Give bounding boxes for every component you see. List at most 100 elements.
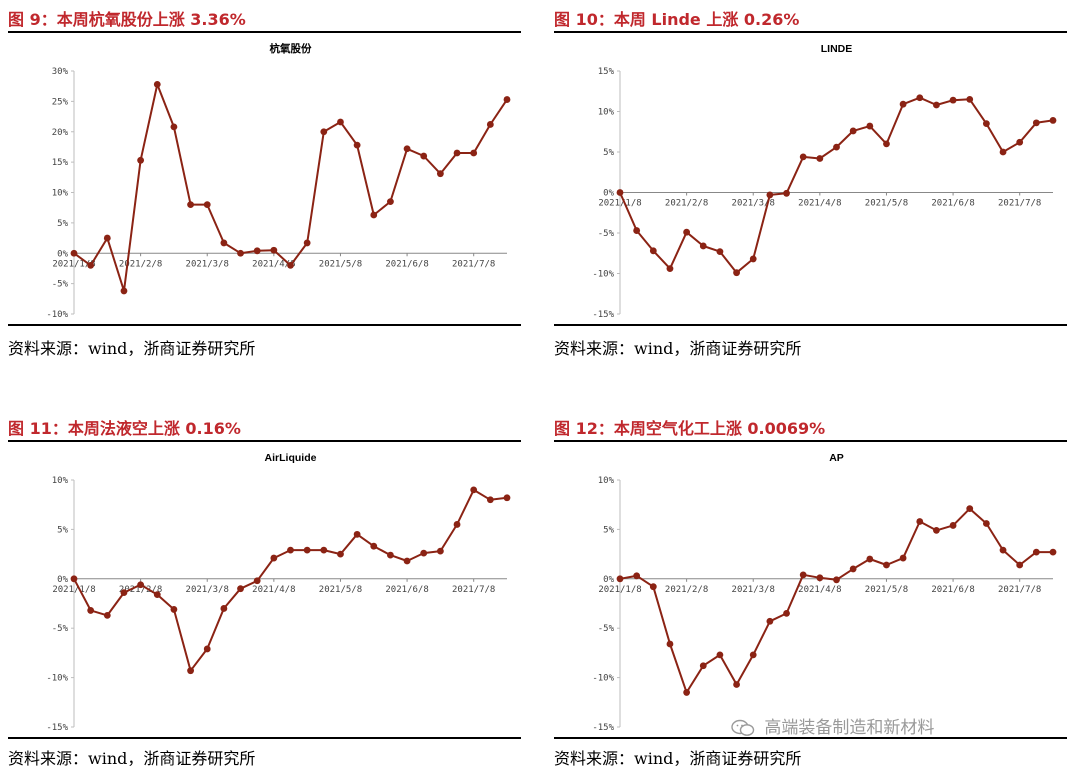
y-tick-label: 10% bbox=[52, 476, 69, 486]
figure-panel-12: 图 12：本周空气化工上涨 0.0069% AP -15% -10% -5% 0% 5% 1… bbox=[554, 415, 1067, 770]
top-rule bbox=[8, 31, 521, 33]
data-point bbox=[1032, 119, 1040, 127]
data-point bbox=[120, 287, 128, 295]
x-tick-label: 2021/1/8 bbox=[598, 199, 641, 209]
x-tick-label: 2021/6/8 bbox=[385, 259, 428, 269]
y-tick-label: 0% bbox=[603, 575, 614, 585]
data-point bbox=[153, 591, 161, 599]
source-note: 资料来源：wind，浙商证券研究所 bbox=[8, 749, 256, 768]
data-point bbox=[933, 526, 940, 534]
data-point bbox=[420, 549, 428, 557]
y-tick-label: 30% bbox=[52, 67, 69, 77]
data-point bbox=[683, 228, 691, 236]
data-point bbox=[666, 265, 674, 273]
y-tick-label: 20% bbox=[52, 128, 69, 138]
line-chart: 杭氧股份 -10% -5% 0% 5% 10% 15% 20% 25% 30% 2021/1/8 20… bbox=[46, 42, 511, 320]
data-point bbox=[453, 521, 461, 528]
data-point bbox=[699, 662, 707, 670]
data-point bbox=[733, 269, 740, 277]
data-point bbox=[253, 577, 261, 585]
x-tick-label: 2021/4/8 bbox=[252, 259, 295, 269]
x-tick-label: 2021/6/8 bbox=[931, 199, 974, 209]
y-tick-label: 0% bbox=[57, 249, 68, 259]
data-point bbox=[270, 246, 278, 254]
data-point bbox=[353, 530, 361, 538]
data-point bbox=[187, 667, 194, 675]
data-point bbox=[916, 94, 924, 102]
data-point bbox=[833, 143, 840, 151]
data-point bbox=[237, 585, 244, 593]
x-tick-label: 2021/7/8 bbox=[452, 585, 495, 595]
watermark: 高端装备制造和新材料 bbox=[731, 713, 934, 738]
data-point bbox=[849, 127, 857, 135]
data-point bbox=[616, 189, 624, 196]
y-tick-label: -10% bbox=[46, 674, 68, 684]
y-tick-label: 15% bbox=[598, 67, 615, 77]
data-point bbox=[683, 689, 691, 696]
data-point bbox=[999, 148, 1007, 156]
source-note: 资料来源：wind，浙商证券研究所 bbox=[554, 339, 802, 358]
data-point bbox=[103, 234, 111, 242]
y-tick-label: 10% bbox=[598, 108, 615, 118]
y-tick-label: -15% bbox=[592, 723, 614, 733]
data-point bbox=[170, 606, 178, 613]
data-point bbox=[203, 201, 211, 209]
data-point bbox=[933, 101, 940, 109]
data-point bbox=[187, 201, 194, 209]
data-point bbox=[237, 249, 244, 257]
bottom-rule bbox=[8, 737, 521, 739]
data-point bbox=[883, 561, 890, 569]
y-tick-label: -5% bbox=[598, 229, 615, 239]
data-point bbox=[949, 96, 957, 104]
data-point bbox=[353, 141, 361, 149]
data-point bbox=[320, 128, 328, 136]
top-rule bbox=[8, 440, 521, 442]
x-tick-label: 2021/3/8 bbox=[186, 259, 229, 269]
data-point bbox=[699, 242, 707, 250]
y-tick-label: 5% bbox=[603, 525, 614, 535]
data-point bbox=[666, 640, 674, 648]
data-point bbox=[453, 149, 461, 157]
data-point bbox=[916, 518, 924, 525]
data-point bbox=[982, 520, 990, 527]
data-point bbox=[287, 546, 294, 554]
data-point bbox=[616, 575, 624, 583]
data-point bbox=[716, 651, 724, 659]
data-point bbox=[799, 153, 807, 161]
series-line bbox=[619, 507, 1053, 694]
source-note: 资料来源：wind，浙商证券研究所 bbox=[8, 339, 256, 358]
y-tick-label: -10% bbox=[46, 310, 68, 320]
data-point bbox=[1016, 138, 1024, 146]
data-point bbox=[203, 645, 211, 653]
x-tick-label: 2021/4/8 bbox=[252, 585, 295, 595]
data-point bbox=[470, 149, 478, 157]
line-chart: LINDE -15% -10% -5% 0% 5% 10% 15% 2021/1/8 2021/2… bbox=[592, 43, 1057, 320]
x-tick-label: 2021/5/8 bbox=[319, 585, 362, 595]
data-point bbox=[1049, 117, 1057, 124]
data-point bbox=[436, 547, 444, 555]
y-tick-label: 25% bbox=[52, 97, 69, 107]
data-point bbox=[337, 550, 344, 558]
line-chart: AP -15% -10% -5% 0% 5% 10% 2021/1/8 2021/2/8 2021… bbox=[592, 452, 1057, 733]
data-point bbox=[70, 249, 78, 257]
top-rule bbox=[554, 440, 1067, 442]
data-point bbox=[253, 247, 261, 255]
data-point bbox=[766, 191, 774, 199]
data-point bbox=[220, 605, 228, 612]
data-point bbox=[370, 542, 378, 550]
data-point bbox=[87, 607, 95, 614]
x-tick-label: 2021/7/8 bbox=[998, 199, 1041, 209]
data-point bbox=[716, 248, 724, 256]
x-tick-label: 2021/2/8 bbox=[665, 585, 708, 595]
data-point bbox=[982, 120, 990, 128]
x-tick-label: 2021/5/8 bbox=[865, 199, 908, 209]
data-point bbox=[633, 572, 641, 580]
data-point bbox=[387, 551, 394, 559]
data-point bbox=[470, 486, 478, 494]
bottom-rule bbox=[8, 324, 521, 326]
x-tick-label: 2021/7/8 bbox=[452, 259, 495, 269]
figure-panel-9: 图 9：本周杭氧股份上涨 3.36% 杭氧股份 -10% -5% 0% 5% 10% 15%… bbox=[8, 6, 521, 358]
data-point bbox=[70, 575, 78, 583]
x-tick-label: 2021/2/8 bbox=[119, 585, 162, 595]
y-tick-label: -15% bbox=[46, 723, 68, 733]
